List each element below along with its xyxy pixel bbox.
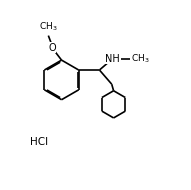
- Text: O: O: [48, 43, 56, 53]
- Text: CH$_3$: CH$_3$: [39, 21, 58, 33]
- Text: NH: NH: [105, 54, 120, 64]
- Text: CH$_3$: CH$_3$: [131, 52, 149, 65]
- Text: HCl: HCl: [30, 137, 48, 147]
